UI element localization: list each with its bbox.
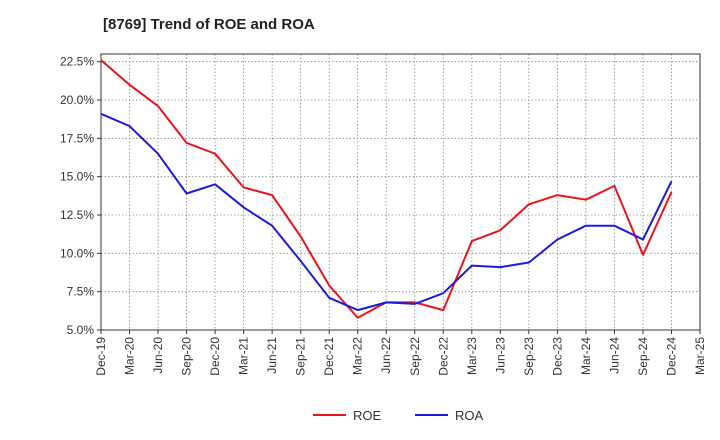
x-tick-label: Dec-24 (664, 337, 678, 376)
y-tick-label: 17.5% (60, 131, 94, 145)
y-tick-label: 22.5% (60, 55, 94, 69)
x-tick-label: Dec-20 (208, 337, 222, 376)
y-tick-label: 10.0% (60, 246, 94, 260)
plot-frame (100, 53, 701, 331)
x-tick-label: Mar-23 (465, 337, 479, 375)
y-tick-label: 5.0% (67, 323, 95, 337)
x-tick-label: Mar-24 (579, 337, 593, 375)
y-tick-label: 20.0% (60, 93, 94, 107)
x-tick-label: Sep-20 (180, 337, 194, 376)
y-tick-label: 7.5% (67, 285, 95, 299)
series-line-roa (100, 112, 673, 312)
x-tick-label: Mar-22 (351, 337, 365, 375)
x-tick-label: Dec-23 (550, 337, 564, 376)
chart-title: [8769] Trend of ROE and ROA (103, 16, 315, 33)
x-tick-label: Jun-21 (265, 337, 279, 374)
x-tick-label: Dec-19 (94, 337, 108, 376)
x-tick-label: Mar-25 (693, 337, 707, 375)
legend-label-roe: ROE (353, 408, 382, 423)
x-tick-label: Sep-23 (522, 337, 536, 376)
x-tick-label: Jun-22 (379, 337, 393, 374)
x-tick-label: Jun-20 (151, 337, 165, 374)
x-tick-label: Mar-20 (123, 337, 137, 375)
x-tick-label: Sep-22 (408, 337, 422, 376)
y-tick-label: 12.5% (60, 208, 94, 222)
x-tick-label: Mar-21 (237, 337, 251, 375)
x-tick-label: Dec-22 (436, 337, 450, 376)
x-tick-label: Jun-23 (493, 337, 507, 374)
x-tick-label: Sep-24 (636, 337, 650, 376)
legend-label-roa: ROA (455, 408, 484, 423)
y-tick-label: 15.0% (60, 170, 94, 184)
x-tick-label: Sep-21 (294, 337, 308, 376)
x-tick-label: Dec-21 (322, 337, 336, 376)
x-tick-label: Jun-24 (607, 337, 621, 374)
